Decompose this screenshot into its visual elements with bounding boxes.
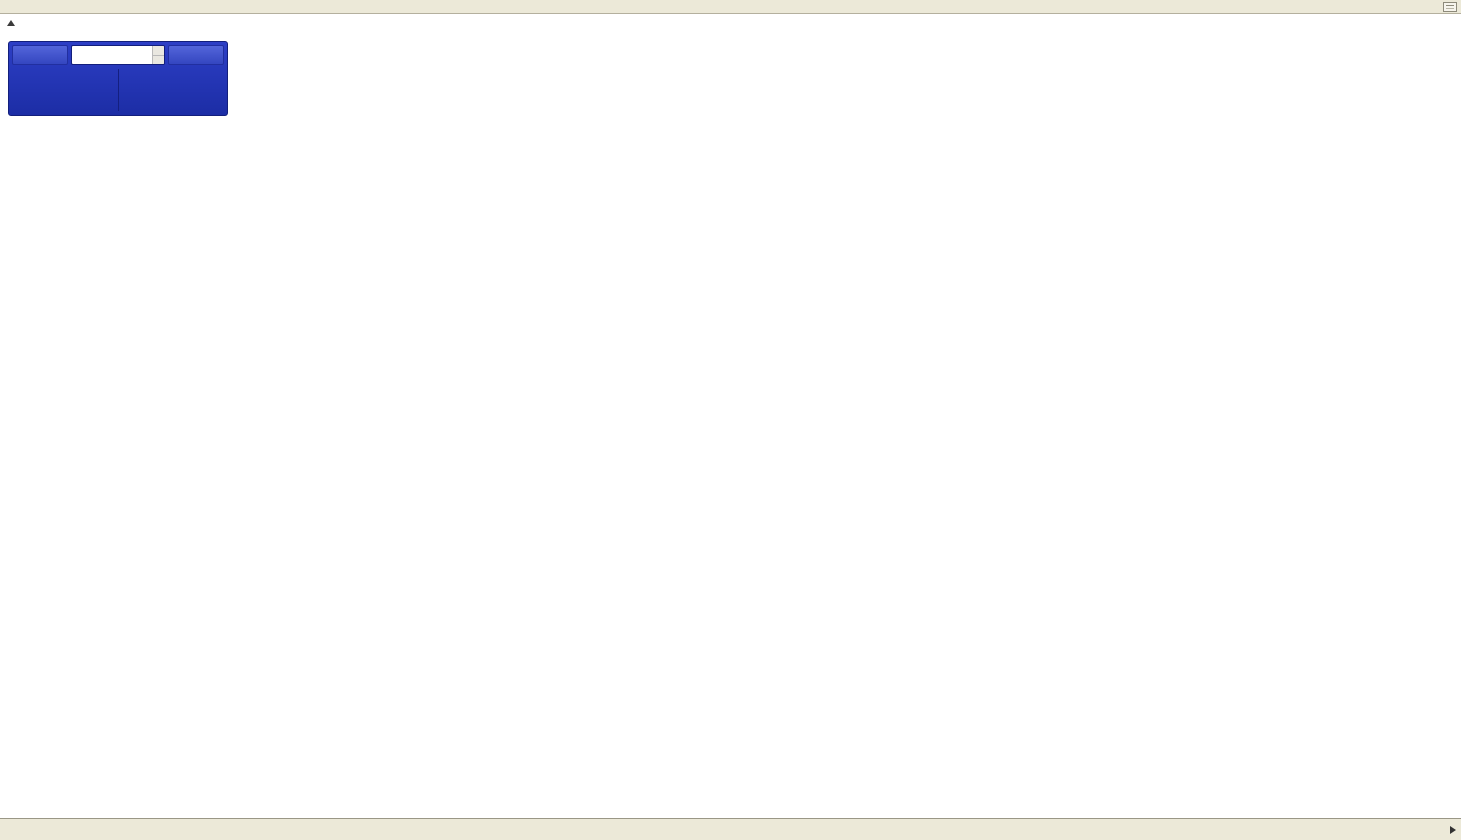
buy-button[interactable] (168, 45, 224, 65)
tab-scroll-right-icon[interactable] (1450, 826, 1456, 834)
toolbar-right (1443, 1, 1457, 12)
one-click-toggle-icon[interactable] (7, 20, 15, 26)
sell-price[interactable] (12, 68, 116, 112)
timeframe-toolbar (0, 0, 1461, 14)
trade-panel-divider (117, 69, 119, 111)
volume-decrease-button[interactable] (153, 55, 164, 64)
chart-tab-bar (0, 818, 1461, 840)
trade-panel-prices (12, 68, 224, 112)
volume-field (71, 45, 165, 65)
volume-spinner (152, 46, 164, 64)
chart-canvas[interactable] (0, 14, 1461, 818)
sell-button[interactable] (12, 45, 68, 65)
buy-price[interactable] (121, 68, 225, 112)
volume-input[interactable] (72, 46, 152, 64)
window-icon[interactable] (1443, 1, 1457, 12)
chart-header (7, 20, 51, 26)
volume-increase-button[interactable] (153, 46, 164, 56)
one-click-trading-panel (8, 41, 228, 116)
trade-panel-controls (12, 45, 224, 65)
